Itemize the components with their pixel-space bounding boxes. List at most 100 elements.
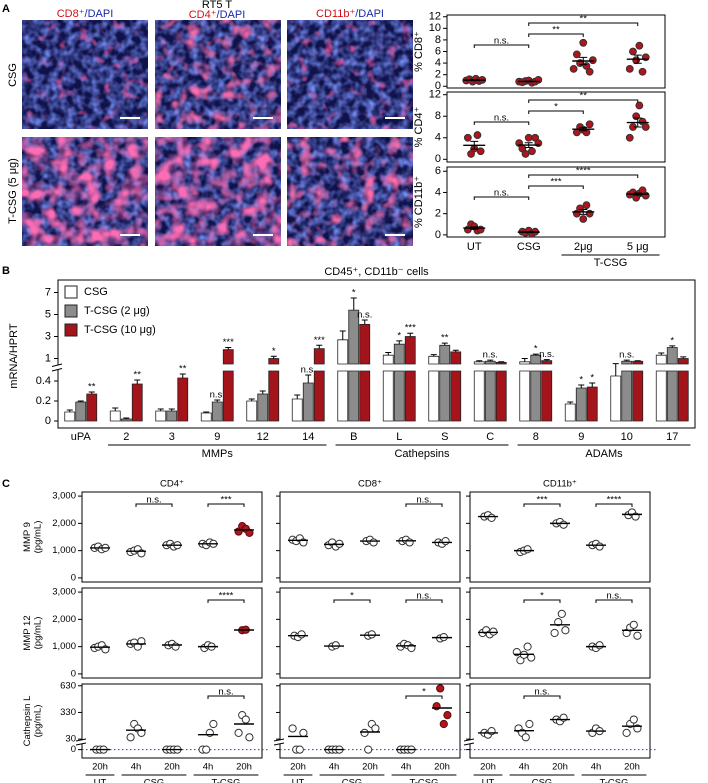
significance-label: n.s.	[494, 113, 509, 124]
error-bar	[168, 408, 175, 411]
x-tick-label: 4h	[131, 762, 142, 773]
x-tick-label: 9	[214, 431, 220, 443]
bar	[439, 344, 451, 422]
significance-label: n.s.	[483, 350, 498, 361]
plot-frame	[469, 491, 651, 583]
bar	[655, 354, 667, 422]
x-group-label: UT	[292, 778, 305, 783]
bar	[564, 403, 576, 422]
error-bar	[498, 361, 505, 363]
data-point	[137, 637, 146, 646]
y-axis-label-text: % CD11b⁺	[413, 176, 425, 228]
error-bar	[66, 409, 73, 412]
significance-label: ***	[405, 323, 416, 334]
x-tick-label: 2μg	[574, 241, 593, 253]
panel-label: C	[2, 478, 10, 490]
significance-label: *	[350, 591, 354, 602]
bar	[428, 355, 440, 422]
bar	[75, 401, 87, 422]
bar	[313, 348, 325, 422]
bar	[166, 410, 178, 422]
data-point	[559, 520, 568, 529]
significance-bracket	[595, 503, 633, 507]
data-point	[525, 719, 534, 729]
bar	[382, 354, 394, 422]
y-tick-label: 4	[435, 57, 441, 69]
data-point	[441, 536, 450, 546]
data-point	[521, 150, 530, 158]
data-point	[331, 641, 340, 650]
x-group-label: T-CSG	[211, 778, 240, 783]
data-point	[523, 545, 532, 554]
data-point	[585, 120, 594, 129]
sem-bar	[633, 117, 642, 128]
y-tick-label: 0.2	[36, 395, 51, 407]
x-group-label: CSG	[532, 778, 553, 783]
data-point	[126, 733, 135, 742]
plot-frame	[469, 587, 651, 679]
y-tick-label: 630	[60, 680, 76, 691]
x-tick-label: 17	[666, 431, 678, 443]
stain: /DAPI	[355, 8, 384, 20]
bar	[586, 386, 598, 422]
data-point	[487, 513, 496, 523]
significance-label: n.s.	[619, 350, 634, 361]
y-tick-label: 0	[435, 153, 441, 165]
error-bar	[521, 358, 528, 362]
significance-bracket	[207, 503, 245, 507]
bar	[632, 360, 644, 422]
x-tick-label: uPA	[71, 431, 92, 443]
legend-label: CSG	[84, 286, 108, 298]
y-axis-label: % CD8⁺	[413, 31, 425, 72]
y-tick-label: 3,000	[52, 587, 76, 598]
significance-bracket	[135, 503, 173, 507]
axis-break	[53, 365, 63, 370]
data-point	[595, 641, 604, 650]
significance-bracket	[528, 22, 639, 26]
legend-swatch	[64, 304, 78, 318]
y-tick-label: 30	[65, 734, 76, 745]
bar	[291, 398, 303, 422]
data-point	[579, 215, 588, 223]
y-tick-label: 2,000	[52, 518, 76, 529]
legend-label: T-CSG (2 μg)	[84, 305, 150, 317]
sem-bar	[470, 140, 479, 150]
error-bar	[623, 359, 630, 362]
significance-label: *	[272, 346, 276, 357]
y-tick-label: 0	[71, 572, 76, 583]
marker: CD11b⁺	[316, 8, 355, 20]
bar	[200, 412, 212, 422]
x-tick-label: 12	[257, 431, 269, 443]
data-point	[202, 745, 211, 754]
x-tick-label: 20h	[236, 762, 252, 773]
x-tick-label: C	[486, 431, 494, 443]
axis-break	[273, 738, 285, 742]
y-tick-label: 0	[71, 744, 76, 755]
significance-label: *	[590, 373, 594, 384]
data-point	[297, 630, 306, 639]
x-tick-label: 4h	[329, 762, 340, 773]
significance-bracket	[473, 121, 530, 125]
bar	[246, 400, 258, 422]
x-group-label: CSG	[144, 778, 165, 783]
data-point	[476, 147, 485, 156]
bar	[337, 339, 349, 422]
significance-label: n.s.	[146, 495, 161, 506]
data-point	[528, 147, 536, 156]
plot-frame	[279, 683, 461, 759]
error-bar	[441, 342, 448, 346]
image-row-label: T-CSG (5 μg)	[7, 158, 19, 224]
error-bar	[179, 373, 186, 378]
data-point	[234, 728, 243, 737]
significance-label: n.s.	[534, 687, 549, 698]
x-tick-label: 20h	[624, 762, 640, 773]
data-point	[625, 133, 634, 142]
y-axis-label-text: % CD4⁺	[413, 106, 425, 147]
error-bar	[589, 382, 596, 387]
y-tick-label: 6	[435, 45, 441, 57]
legend-label: T-CSG (10 μg)	[84, 324, 156, 336]
x-tick-label: 14	[302, 431, 314, 443]
error-bar	[430, 354, 437, 357]
y-tick-label: 12	[429, 11, 441, 23]
data-point	[588, 56, 597, 65]
